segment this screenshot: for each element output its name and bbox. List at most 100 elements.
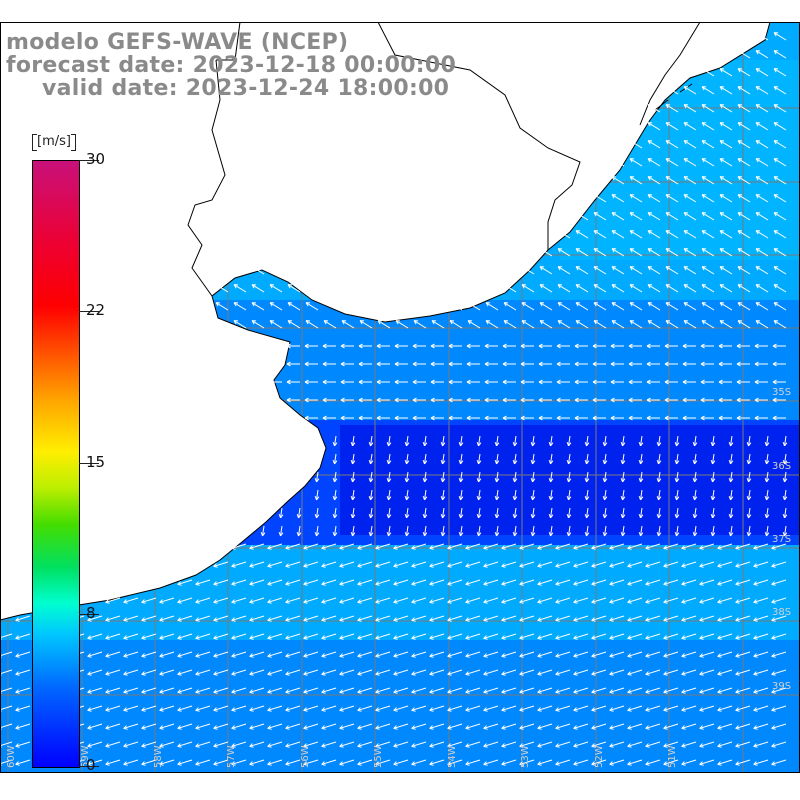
wind-arrow <box>512 525 518 537</box>
wind-arrow <box>728 489 734 501</box>
wind-arrow <box>771 561 787 568</box>
lon-label: 58W <box>153 745 164 768</box>
wind-arrow <box>249 723 265 730</box>
wind-arrow <box>521 302 535 311</box>
wind-arrow <box>692 489 698 501</box>
wind-arrow <box>483 597 499 604</box>
wind-arrow <box>663 633 679 640</box>
wind-arrow <box>645 579 661 586</box>
wind-arrow <box>755 302 769 311</box>
wind-arrow <box>665 158 679 167</box>
wind-arrow <box>719 284 733 293</box>
wind-arrow <box>249 705 265 712</box>
wind-arrow <box>159 759 175 766</box>
wind-arrow <box>701 140 715 149</box>
wind-arrow <box>213 597 229 604</box>
wind-arrow <box>782 507 788 519</box>
wind-arrow <box>411 651 427 658</box>
wind-arrow <box>771 615 787 622</box>
wind-arrow <box>575 302 589 311</box>
wind-arrow <box>681 723 697 730</box>
wind-arrow <box>447 615 463 622</box>
wind-arrow <box>483 741 499 748</box>
wind-arrow <box>321 705 337 712</box>
wind-arrow <box>771 723 787 730</box>
wind-arrow <box>629 212 643 221</box>
wind-arrow <box>629 230 643 239</box>
wind-arrow <box>485 320 499 329</box>
wind-arrow <box>440 435 446 447</box>
wind-arrow <box>573 723 589 730</box>
wind-arrow <box>430 379 444 385</box>
wind-arrow <box>159 633 175 640</box>
wind-arrow <box>592 379 606 385</box>
field-band <box>0 700 800 772</box>
wind-arrow <box>503 302 517 311</box>
wind-arrow <box>375 633 391 640</box>
wind-arrow <box>519 543 535 550</box>
wind-arrow <box>519 669 535 676</box>
wind-arrow <box>771 687 787 694</box>
wind-arrow <box>656 471 662 483</box>
wind-arrow <box>375 741 391 748</box>
wind-arrow <box>737 248 751 257</box>
wind-arrow <box>519 651 535 658</box>
wind-arrow <box>404 435 410 447</box>
wind-arrow <box>213 759 229 766</box>
wind-arrow <box>700 361 714 367</box>
wind-arrow <box>350 453 356 465</box>
wind-arrow <box>627 669 643 676</box>
wind-arrow <box>322 379 336 385</box>
wind-arrow <box>735 759 751 766</box>
wind-arrow <box>141 633 157 640</box>
wind-arrow <box>519 561 535 568</box>
wind-arrow <box>483 579 499 586</box>
wind-arrow <box>303 579 319 586</box>
wind-arrow <box>610 397 624 403</box>
wind-arrow <box>609 651 625 658</box>
wind-arrow <box>503 320 517 329</box>
wind-arrow <box>609 705 625 712</box>
wind-arrow <box>251 320 265 329</box>
wind-arrow <box>321 723 337 730</box>
wind-arrow <box>447 561 463 568</box>
wind-arrow <box>458 435 464 447</box>
wind-arrow <box>602 453 608 465</box>
wind-arrow <box>393 597 409 604</box>
wind-arrow <box>647 158 661 167</box>
wind-arrow <box>573 615 589 622</box>
wind-arrow <box>611 194 625 203</box>
wind-arrow <box>87 633 103 640</box>
wind-arrow <box>663 759 679 766</box>
wind-arrow <box>159 597 175 604</box>
wind-arrow <box>663 669 679 676</box>
wind-arrow <box>440 489 446 501</box>
wind-arrow <box>746 507 752 519</box>
wind-arrow <box>339 561 355 568</box>
wind-arrow <box>663 597 679 604</box>
wind-arrow <box>663 615 679 622</box>
wind-arrow <box>465 741 481 748</box>
wind-arrow <box>321 759 337 766</box>
wind-arrow <box>448 361 462 367</box>
wind-arrow <box>681 561 697 568</box>
wind-arrow <box>719 140 733 149</box>
wind-arrow <box>520 397 534 403</box>
wind-arrow <box>548 489 554 501</box>
wind-arrow <box>267 543 283 550</box>
wind-arrow <box>710 435 716 447</box>
wind-arrow <box>591 723 607 730</box>
wind-arrow <box>484 415 498 421</box>
wind-arrow <box>719 266 733 275</box>
border-uruguay-north <box>187 59 226 297</box>
wind-arrow <box>358 415 372 421</box>
wind-arrow <box>521 284 535 293</box>
wind-arrow <box>699 615 715 622</box>
wind-arrow <box>123 651 139 658</box>
wind-arrow <box>449 302 463 311</box>
wind-arrow <box>368 453 374 465</box>
wind-arrow <box>447 579 463 586</box>
wind-arrow <box>699 741 715 748</box>
wind-arrow <box>646 397 660 403</box>
wind-arrow <box>647 230 661 239</box>
